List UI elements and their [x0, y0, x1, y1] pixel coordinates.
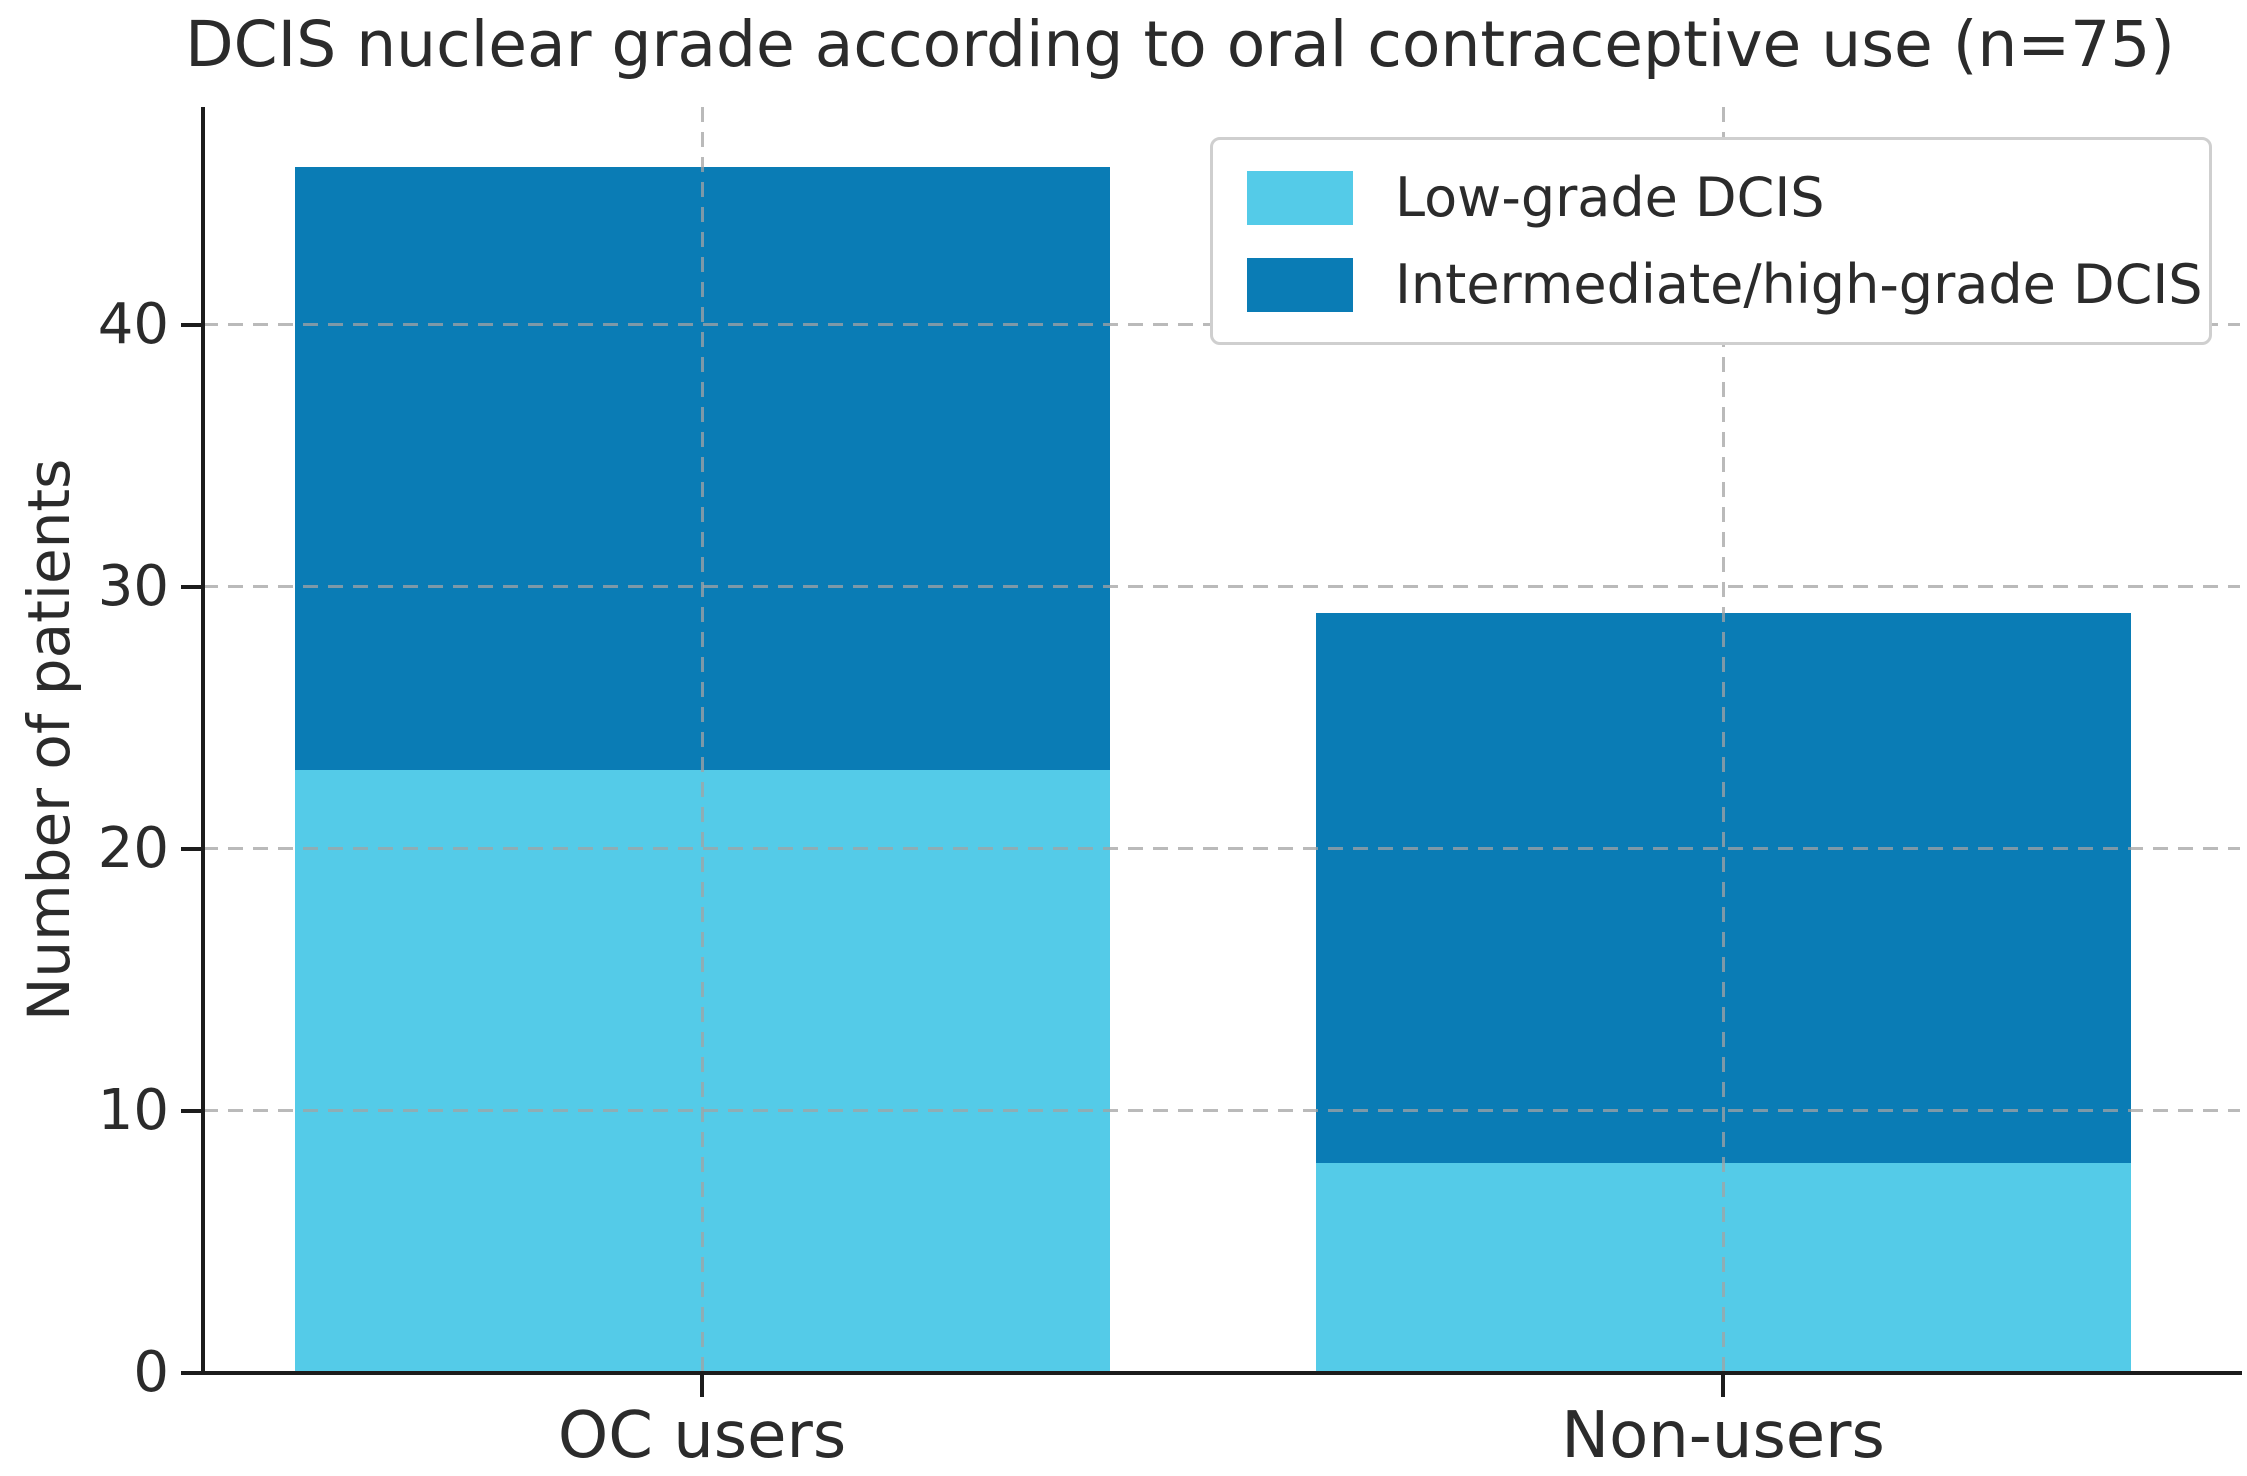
legend-swatch-intermediate-high-grade — [1247, 257, 1353, 312]
legend-item-low-grade: Low-grade DCIS — [1247, 166, 2175, 229]
y-tick-label-10: 10 — [97, 1077, 169, 1143]
gridline-horizontal-10 — [203, 1109, 2240, 1113]
x-tick-label-non-users: Non-users — [1561, 1399, 1885, 1473]
y-axis-spine — [201, 107, 205, 1375]
gridline-vertical-oc-users — [700, 107, 704, 1373]
y-tick-label-30: 30 — [97, 553, 169, 619]
y-tick-30 — [181, 584, 203, 589]
y-tick-10 — [181, 1108, 203, 1113]
legend-label-intermediate-high-grade: Intermediate/high-grade DCIS — [1395, 253, 2203, 316]
legend: Low-grade DCIS Intermediate/high-grade D… — [1210, 137, 2212, 345]
y-tick-40 — [181, 322, 203, 327]
gridline-vertical-non-users — [1721, 107, 1725, 1373]
legend-item-intermediate-high-grade: Intermediate/high-grade DCIS — [1247, 253, 2203, 316]
legend-label-low-grade: Low-grade DCIS — [1395, 166, 1825, 229]
x-tick-label-oc-users: OC users — [557, 1399, 847, 1473]
y-tick-label-40: 40 — [97, 291, 169, 357]
x-axis-spine — [201, 1371, 2242, 1375]
y-tick-20 — [181, 846, 203, 851]
x-tick-oc-users — [700, 1375, 704, 1397]
y-tick-0 — [181, 1371, 203, 1375]
chart-title: DCIS nuclear grade according to oral con… — [185, 8, 2175, 81]
plot-area: Low-grade DCIS Intermediate/high-grade D… — [98, 107, 2242, 1473]
x-tick-non-users — [1721, 1375, 1725, 1397]
y-tick-label-0: 0 — [133, 1340, 169, 1405]
gridline-horizontal-30 — [203, 585, 2240, 589]
gridline-horizontal-20 — [203, 847, 2240, 851]
legend-swatch-low-grade — [1247, 170, 1353, 225]
y-tick-label-20: 20 — [97, 815, 169, 881]
